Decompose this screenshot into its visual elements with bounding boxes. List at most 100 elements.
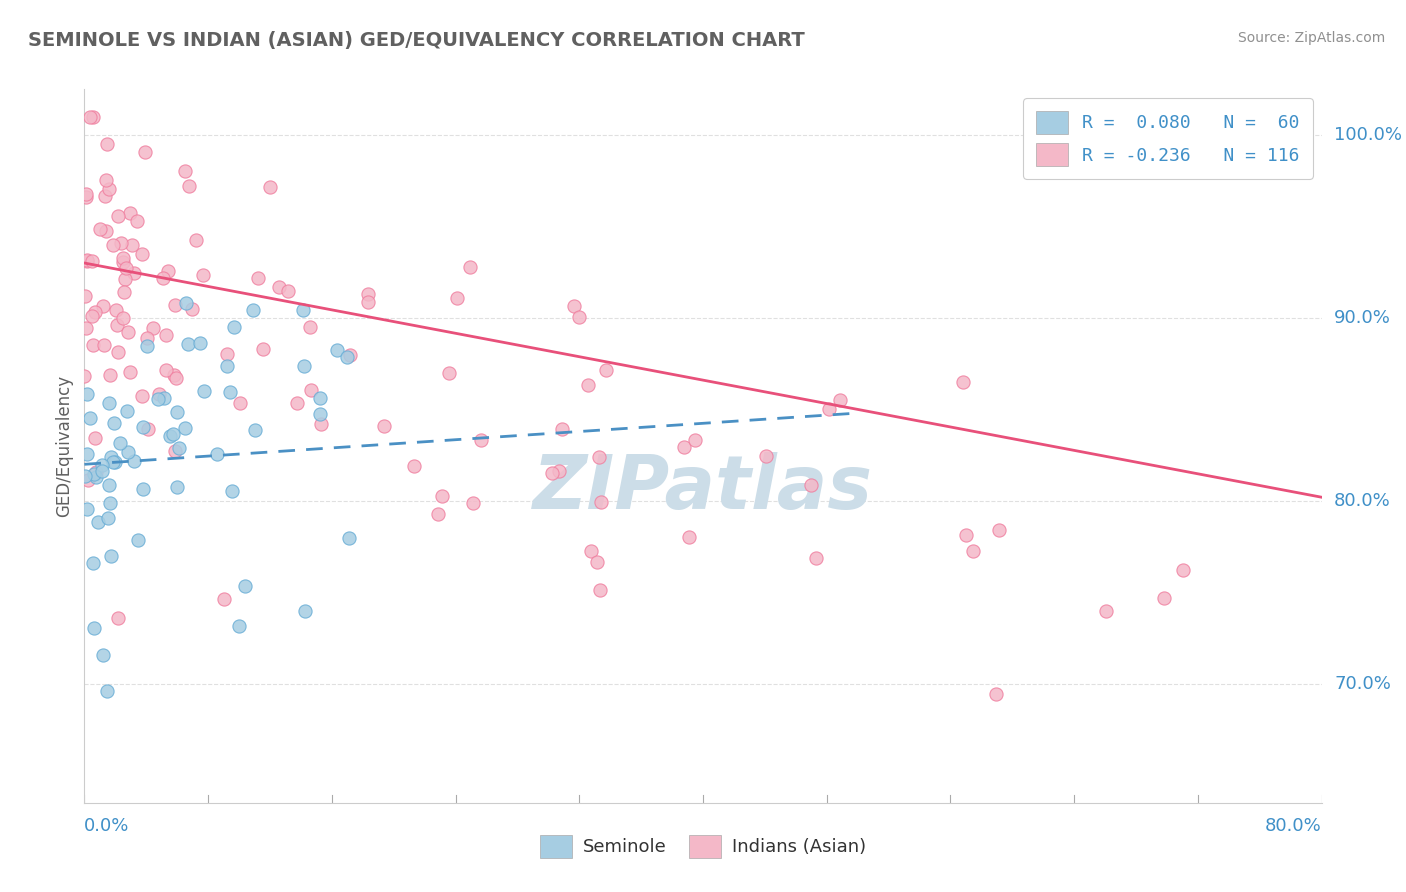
- Point: [326, 343, 349, 358]
- Point: [755, 450, 778, 464]
- Point: [309, 407, 332, 421]
- Point: [461, 496, 484, 510]
- Point: [80, 253, 103, 268]
- Point: [181, 301, 204, 316]
- Point: [76, 473, 98, 487]
- Point: [215, 359, 238, 373]
- Point: [76, 501, 98, 516]
- Point: [155, 328, 177, 343]
- Point: [163, 368, 186, 382]
- Point: [97, 396, 120, 410]
- Point: [337, 531, 360, 545]
- Point: [127, 533, 149, 548]
- Point: [166, 481, 188, 495]
- Point: [163, 298, 186, 312]
- Point: [277, 284, 299, 298]
- Point: [104, 455, 127, 469]
- Point: [86, 466, 108, 480]
- Point: [568, 310, 591, 325]
- Text: 80.0%: 80.0%: [1334, 491, 1391, 510]
- Point: [75, 289, 97, 303]
- Point: [100, 496, 122, 510]
- Point: [167, 441, 190, 455]
- Legend: Seminole, Indians (Asian): Seminole, Indians (Asian): [533, 828, 873, 865]
- Point: [163, 443, 186, 458]
- Point: [101, 455, 124, 469]
- Point: [984, 687, 1007, 701]
- Point: [121, 238, 143, 252]
- Point: [98, 368, 121, 382]
- Point: [89, 222, 111, 236]
- Point: [817, 401, 839, 416]
- Point: [309, 392, 332, 406]
- Point: [176, 295, 198, 310]
- Point: [339, 348, 361, 362]
- Point: [79, 411, 101, 425]
- Point: [188, 336, 211, 351]
- Point: [136, 339, 159, 353]
- Point: [120, 206, 142, 220]
- Text: 80.0%: 80.0%: [1265, 817, 1322, 836]
- Point: [86, 515, 108, 529]
- Point: [356, 287, 378, 301]
- Point: [134, 145, 156, 159]
- Point: [105, 318, 128, 333]
- Y-axis label: GED/Equivalency: GED/Equivalency: [55, 375, 73, 517]
- Point: [193, 384, 215, 398]
- Point: [245, 423, 267, 437]
- Point: [184, 233, 207, 247]
- Point: [131, 389, 153, 403]
- Point: [82, 110, 104, 124]
- Point: [100, 549, 122, 564]
- Point: [142, 320, 165, 334]
- Point: [96, 684, 118, 698]
- Point: [800, 477, 823, 491]
- Point: [446, 291, 468, 305]
- Point: [108, 436, 131, 450]
- Point: [75, 190, 97, 204]
- Point: [292, 359, 315, 374]
- Point: [84, 305, 107, 319]
- Point: [595, 363, 617, 377]
- Point: [79, 110, 101, 124]
- Point: [103, 237, 125, 252]
- Point: [105, 303, 128, 318]
- Point: [91, 648, 114, 662]
- Point: [86, 470, 108, 484]
- Point: [97, 182, 120, 196]
- Point: [402, 458, 425, 473]
- Point: [131, 247, 153, 261]
- Point: [76, 254, 98, 268]
- Text: 100.0%: 100.0%: [1334, 126, 1402, 144]
- Point: [988, 524, 1011, 538]
- Point: [259, 179, 281, 194]
- Text: Source: ZipAtlas.com: Source: ZipAtlas.com: [1237, 31, 1385, 45]
- Point: [114, 272, 136, 286]
- Point: [162, 427, 184, 442]
- Point: [122, 454, 145, 468]
- Point: [152, 270, 174, 285]
- Point: [285, 396, 308, 410]
- Point: [76, 387, 98, 401]
- Point: [135, 331, 157, 345]
- Point: [242, 303, 264, 318]
- Point: [148, 387, 170, 401]
- Point: [962, 544, 984, 558]
- Point: [107, 344, 129, 359]
- Point: [683, 433, 706, 447]
- Point: [586, 555, 609, 569]
- Point: [125, 213, 148, 227]
- Point: [75, 468, 97, 483]
- Point: [76, 252, 98, 267]
- Point: [122, 267, 145, 281]
- Point: [672, 441, 695, 455]
- Point: [111, 255, 134, 269]
- Point: [430, 489, 453, 503]
- Point: [103, 416, 125, 430]
- Point: [228, 396, 250, 410]
- Point: [224, 320, 246, 334]
- Point: [212, 592, 235, 607]
- Point: [174, 164, 197, 178]
- Point: [267, 279, 290, 293]
- Point: [233, 579, 256, 593]
